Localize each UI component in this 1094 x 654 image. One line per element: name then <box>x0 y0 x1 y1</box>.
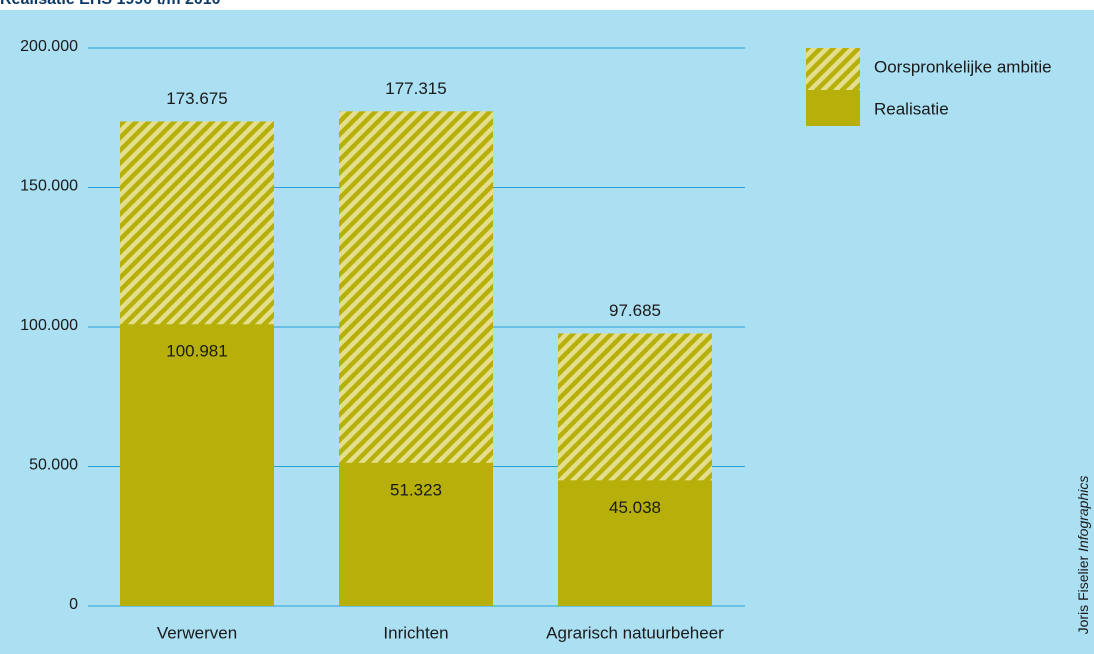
x-tick-label: Inrichten <box>383 623 448 642</box>
credit: Joris Fiselier Infographics <box>1075 476 1091 635</box>
bar <box>339 462 493 606</box>
legend-swatch <box>806 48 860 90</box>
value-label: 177.315 <box>385 79 446 98</box>
legend-label: Oorspronkelijke ambitie <box>874 57 1052 76</box>
x-tick-label: Verwerven <box>157 623 237 642</box>
value-label: 100.981 <box>166 342 227 361</box>
value-label: 173.675 <box>166 89 227 108</box>
credit-name: Joris Fiselier <box>1075 555 1091 634</box>
legend-label: Realisatie <box>874 99 949 118</box>
x-tick-label: Agrarisch natuurbeheer <box>546 623 724 642</box>
legend-swatch <box>806 90 860 126</box>
y-tick-label: 50.000 <box>29 457 78 474</box>
y-tick-label: 0 <box>69 596 78 613</box>
value-label: 45.038 <box>609 498 661 517</box>
y-tick-label: 150.000 <box>20 178 78 195</box>
chart-title: Realisatie EHS 1990 t/m 2010 <box>0 0 221 8</box>
bar <box>120 324 274 606</box>
bar <box>558 480 712 606</box>
value-label: 51.323 <box>390 480 442 499</box>
y-tick-label: 200.000 <box>20 38 78 55</box>
value-label: 97.685 <box>609 301 661 320</box>
y-tick-label: 100.000 <box>20 317 78 334</box>
credit-agency: Infographics <box>1075 476 1091 552</box>
